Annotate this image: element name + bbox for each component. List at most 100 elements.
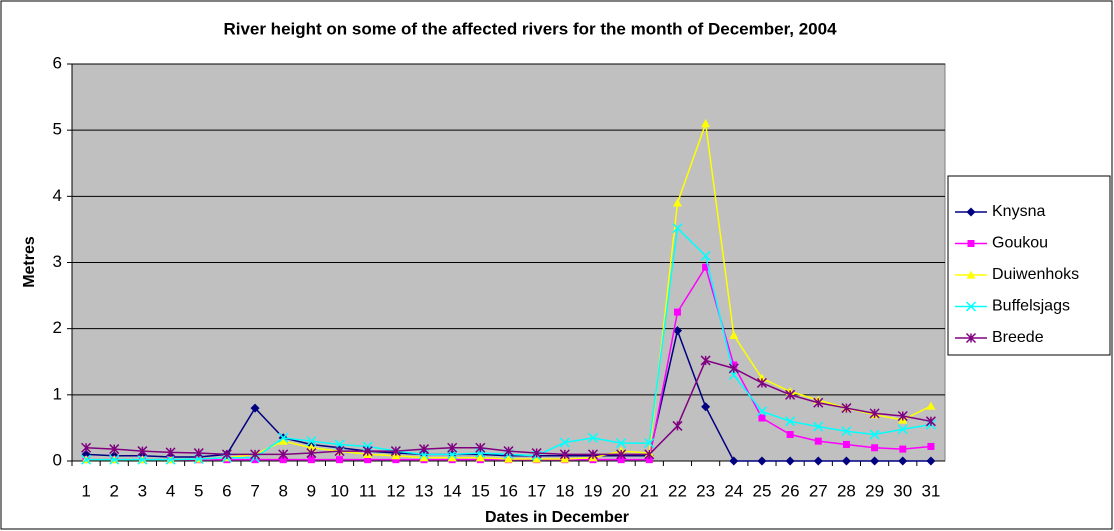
marker (814, 437, 822, 445)
y-tick-label: 4 (53, 186, 62, 205)
legend-label: Breede (992, 329, 1044, 346)
x-tick-label: 17 (527, 481, 546, 500)
x-tick-label: 7 (250, 481, 259, 500)
x-tick-label: 1 (81, 481, 90, 500)
y-tick-label: 3 (53, 252, 62, 271)
marker (531, 448, 542, 459)
marker (871, 444, 879, 452)
marker (701, 119, 711, 128)
marker (532, 454, 542, 463)
x-tick-label: 12 (386, 481, 405, 500)
marker (279, 456, 287, 464)
marker (109, 444, 120, 455)
marker (925, 416, 936, 427)
marker (251, 456, 259, 464)
x-tick-label: 18 (555, 481, 574, 500)
marker (418, 444, 430, 455)
marker (447, 442, 458, 453)
marker (362, 446, 373, 457)
marker (813, 397, 824, 408)
x-tick-label: 28 (837, 481, 856, 500)
marker (81, 454, 92, 465)
marker (616, 449, 627, 460)
marker (813, 421, 824, 432)
marker (897, 424, 908, 435)
marker (926, 401, 936, 410)
marker (193, 448, 204, 459)
y-tick-label: 1 (53, 384, 62, 403)
marker (250, 449, 261, 460)
marker (503, 446, 514, 457)
legend-marker (966, 207, 976, 217)
marker (307, 456, 315, 464)
marker (842, 440, 850, 448)
x-tick-label: 27 (809, 481, 828, 500)
marker (587, 432, 599, 443)
marker (813, 456, 823, 466)
x-tick-label: 8 (278, 481, 287, 500)
marker (841, 456, 851, 466)
marker (644, 449, 655, 460)
marker (672, 198, 682, 207)
marker (334, 446, 345, 457)
x-tick-label: 13 (415, 481, 434, 500)
y-axis-label: Metres (21, 236, 38, 288)
x-tick-label: 25 (752, 481, 771, 500)
marker (364, 456, 372, 464)
marker (672, 326, 682, 336)
marker (390, 446, 401, 457)
marker (926, 456, 936, 466)
marker (702, 263, 710, 271)
marker (785, 416, 796, 427)
marker (700, 355, 711, 366)
marker (616, 438, 627, 449)
marker (869, 408, 880, 419)
x-tick-label: 4 (166, 481, 175, 500)
marker (841, 403, 852, 414)
marker (559, 437, 570, 448)
x-tick-label: 22 (668, 481, 687, 500)
legend-label: Knysna (992, 203, 1045, 220)
marker (758, 414, 766, 422)
x-tick-label: 29 (865, 481, 884, 500)
x-tick-label: 20 (612, 481, 631, 500)
marker (306, 436, 317, 447)
marker (672, 420, 683, 431)
marker (475, 453, 485, 462)
x-tick-label: 23 (696, 481, 715, 500)
marker (392, 456, 400, 464)
legend-marker (967, 240, 975, 247)
x-tick-label: 9 (307, 481, 316, 500)
marker (278, 449, 289, 460)
marker (927, 442, 935, 450)
marker (306, 448, 317, 459)
x-axis-label: Dates in December (485, 509, 629, 526)
marker (729, 456, 739, 466)
marker (447, 453, 457, 462)
x-tick-label: 31 (921, 481, 940, 500)
marker (673, 308, 681, 316)
x-tick-label: 3 (138, 481, 147, 500)
x-tick-label: 30 (893, 481, 912, 500)
marker (729, 330, 739, 339)
marker (785, 389, 796, 400)
marker (756, 377, 767, 388)
marker (756, 406, 767, 417)
marker (700, 250, 711, 261)
x-tick-label: 6 (222, 481, 231, 500)
y-tick-label: 2 (53, 318, 62, 337)
marker (278, 432, 289, 443)
marker (250, 403, 260, 413)
x-tick-label: 21 (640, 481, 659, 500)
y-tick-label: 6 (53, 53, 62, 72)
legend-label: Buffelsjags (992, 298, 1070, 315)
marker (559, 449, 570, 460)
x-tick-label: 14 (443, 481, 462, 500)
y-tick-label: 5 (53, 120, 62, 139)
marker (870, 456, 880, 466)
marker (504, 454, 513, 463)
marker (672, 223, 683, 234)
marker (841, 426, 852, 437)
